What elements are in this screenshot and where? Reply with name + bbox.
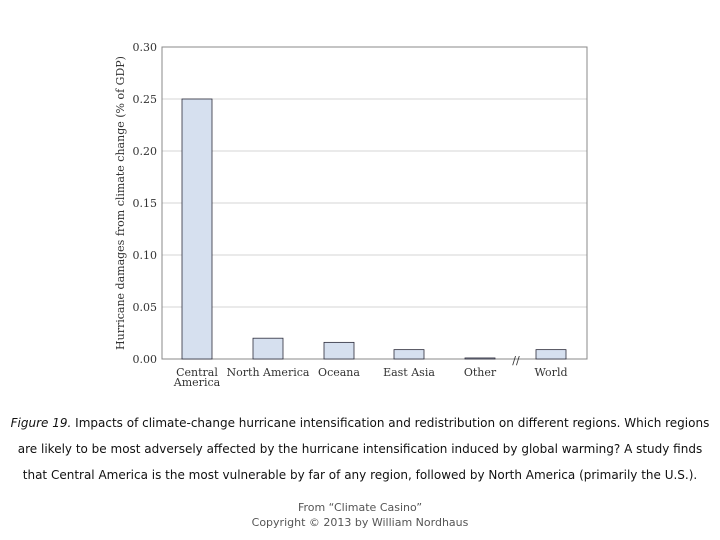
x-tick-label: North America bbox=[227, 366, 310, 379]
y-tick-label: 0.05 bbox=[133, 301, 158, 314]
credit-line-2: Copyright © 2013 by William Nordhaus bbox=[251, 516, 469, 529]
gridlines bbox=[162, 46, 587, 360]
y-tick-label: 0.25 bbox=[133, 93, 158, 106]
caption-text: Impacts of climate-change hurricane inte… bbox=[17, 416, 710, 482]
credit-line-1: From “Climate Casino” bbox=[297, 501, 423, 514]
x-tick-label: East Asia bbox=[383, 366, 435, 379]
figure-label: Figure 19. bbox=[10, 416, 72, 430]
y-tick-labels: 0.00 0.05 0.10 0.15 0.20 0.25 0.30 bbox=[133, 41, 158, 366]
y-tick-label: 0.20 bbox=[133, 145, 158, 158]
bar-east-asia bbox=[393, 349, 425, 360]
plot-frame bbox=[161, 46, 588, 360]
y-tick-label: 0.00 bbox=[133, 353, 158, 366]
y-axis-label: Hurricane damages from climate change (%… bbox=[114, 56, 127, 350]
x-tick-labels: Central America North America Oceana East As… bbox=[173, 366, 568, 389]
bar-central-america bbox=[181, 98, 213, 360]
y-tick-label: 0.30 bbox=[133, 41, 158, 54]
y-tick-label: 0.15 bbox=[133, 197, 158, 210]
y-tick-label: 0.10 bbox=[133, 249, 158, 262]
figure-caption: Figure 19. Impacts of climate-change hur… bbox=[8, 410, 712, 488]
x-tick-label: Other bbox=[464, 366, 497, 379]
credit: From “Climate Casino” Copyright © 2013 b… bbox=[0, 500, 720, 530]
x-tick-label: Central America bbox=[173, 366, 221, 389]
bar-oceana bbox=[323, 341, 355, 360]
bar-world bbox=[535, 349, 567, 360]
x-tick-label: World bbox=[535, 366, 568, 379]
bar-north-america bbox=[252, 337, 284, 360]
axis-break-marker: // bbox=[512, 354, 520, 367]
bar-chart: 0.00 0.05 0.10 0.15 0.20 0.25 0.30 Central Amer… bbox=[114, 41, 588, 389]
x-tick-label: Oceana bbox=[318, 366, 360, 379]
bar-other bbox=[464, 357, 496, 360]
bars bbox=[181, 98, 567, 360]
